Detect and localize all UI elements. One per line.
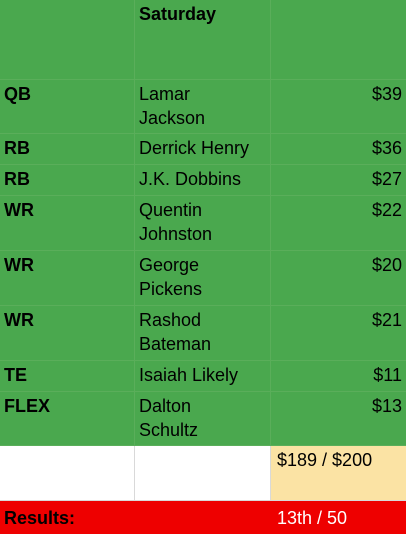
header-day[interactable]: Saturday bbox=[135, 0, 271, 80]
player-name-line: Derrick Henry bbox=[139, 138, 250, 158]
player-name-line: J.K. Dobbins bbox=[139, 169, 242, 189]
player-cell[interactable]: Rashod Bateman bbox=[135, 306, 271, 361]
player-name-line: Pickens bbox=[139, 279, 203, 299]
player-name-line: Isaiah Likely bbox=[139, 365, 239, 385]
total-cell-empty[interactable] bbox=[0, 446, 135, 501]
budget-total-cell[interactable]: $189 / $200 bbox=[271, 446, 406, 501]
salary-cell[interactable]: $11 bbox=[271, 361, 406, 392]
position-cell[interactable]: QB bbox=[0, 80, 135, 134]
player-cell[interactable]: Dalton Schultz bbox=[135, 392, 271, 446]
header-row: Saturday bbox=[0, 0, 406, 80]
player-name-line: Rashod bbox=[139, 310, 202, 330]
player-cell[interactable]: Derrick Henry bbox=[135, 134, 271, 165]
player-cell[interactable]: Lamar Jackson bbox=[135, 80, 271, 134]
player-name-line: George bbox=[139, 255, 200, 275]
player-cell[interactable]: George Pickens bbox=[135, 251, 271, 306]
salary-cell[interactable]: $22 bbox=[271, 196, 406, 251]
header-cell-empty[interactable] bbox=[271, 0, 406, 80]
player-cell[interactable]: Quentin Johnston bbox=[135, 196, 271, 251]
player-name-line: Quentin bbox=[139, 200, 203, 220]
player-cell[interactable]: Isaiah Likely bbox=[135, 361, 271, 392]
roster-row: FLEX Dalton Schultz $13 bbox=[0, 392, 406, 446]
player-cell[interactable]: J.K. Dobbins bbox=[135, 165, 271, 196]
roster-row: WR George Pickens $20 bbox=[0, 251, 406, 306]
roster-row: RB Derrick Henry $36 bbox=[0, 134, 406, 165]
player-name-line: Bateman bbox=[139, 334, 212, 354]
salary-cell[interactable]: $20 bbox=[271, 251, 406, 306]
player-name-line: Johnston bbox=[139, 224, 213, 244]
results-value[interactable]: 13th / 50 bbox=[271, 501, 406, 534]
position-cell[interactable]: RB bbox=[0, 165, 135, 196]
position-cell[interactable]: WR bbox=[0, 196, 135, 251]
results-cell-empty[interactable] bbox=[135, 501, 271, 534]
position-cell[interactable]: WR bbox=[0, 251, 135, 306]
position-cell[interactable]: RB bbox=[0, 134, 135, 165]
salary-cell[interactable]: $13 bbox=[271, 392, 406, 446]
position-cell[interactable]: FLEX bbox=[0, 392, 135, 446]
salary-cell[interactable]: $27 bbox=[271, 165, 406, 196]
results-label[interactable]: Results: bbox=[0, 501, 135, 534]
results-row: Results: 13th / 50 bbox=[0, 501, 406, 534]
roster-row: QB Lamar Jackson $39 bbox=[0, 80, 406, 134]
header-cell-empty[interactable] bbox=[0, 0, 135, 80]
salary-cell[interactable]: $21 bbox=[271, 306, 406, 361]
player-name-line: Jackson bbox=[139, 108, 206, 128]
roster-row: WR Quentin Johnston $22 bbox=[0, 196, 406, 251]
player-name-line: Dalton bbox=[139, 396, 192, 416]
salary-cell[interactable]: $36 bbox=[271, 134, 406, 165]
position-cell[interactable]: TE bbox=[0, 361, 135, 392]
roster-row: RB J.K. Dobbins $27 bbox=[0, 165, 406, 196]
player-name-line: Lamar bbox=[139, 84, 191, 104]
total-cell-empty[interactable] bbox=[135, 446, 271, 501]
total-row: $189 / $200 bbox=[0, 446, 406, 501]
roster-row: TE Isaiah Likely $11 bbox=[0, 361, 406, 392]
salary-cell[interactable]: $39 bbox=[271, 80, 406, 134]
roster-row: WR Rashod Bateman $21 bbox=[0, 306, 406, 361]
player-name-line: Schultz bbox=[139, 420, 199, 440]
position-cell[interactable]: WR bbox=[0, 306, 135, 361]
